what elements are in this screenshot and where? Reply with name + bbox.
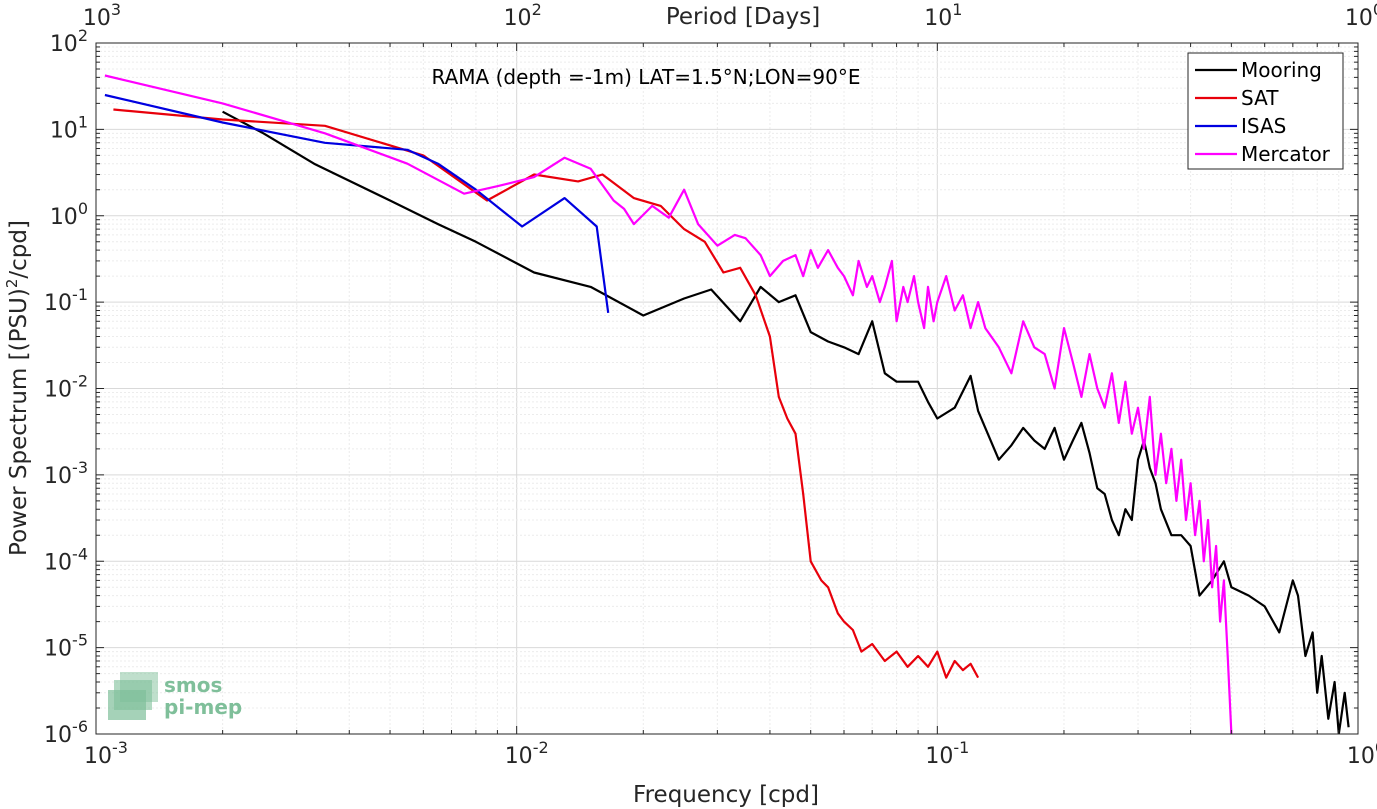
series-layer [104,74,1350,734]
x2-tick-label-base: 10 [1345,6,1373,31]
x-axis-label: Frequency [cpd] [633,782,819,808]
y-tick-label: 100 [50,199,88,230]
y-tick-label-base: 10 [44,637,72,662]
x-tick-label: 10-1 [925,738,969,769]
y-tick-label-exp: 2 [78,26,88,45]
x2-tick-label-base: 10 [924,6,952,31]
y-tick-label-exp: -5 [72,631,88,650]
y-axis-label-sup: 2 [3,279,21,289]
smos-pimep-logo: smos pi-mep [108,672,242,720]
y-tick-label-exp: 1 [78,112,88,131]
y-tick-label-base: 10 [44,291,72,316]
x2-tick-label-exp: 0 [1373,0,1377,19]
x-tick-label-base: 10 [1347,744,1375,769]
y-tick-label-base: 10 [50,205,78,230]
y-tick-label-exp: 0 [78,199,88,218]
legend-label-sat: SAT [1241,86,1279,110]
chart-title: RAMA (depth =-1m) LAT=1.5°N;LON=90°E [432,65,861,89]
legend-label-mercator: Mercator [1241,142,1331,166]
y-tick-label-base: 10 [50,118,78,143]
x2-tick-label: 102 [504,0,542,31]
x-tick-label: 100 [1347,738,1377,769]
y-tick-label-exp: -4 [72,544,88,563]
x-tick-label-base: 10 [925,744,953,769]
y-axis-label-main: Power Spectrum [(PSU) [6,288,32,556]
logo-text-line1: smos [164,673,222,697]
y-tick-label: 10-6 [44,717,88,748]
y-tick-label-base: 10 [44,550,72,575]
y-tick-label: 101 [50,112,88,143]
x2-tick-label: 100 [1345,0,1377,31]
y-tick-label-exp: -3 [72,458,88,477]
tick-labels: 10-310-210-110010310210110010210110010-1… [44,0,1377,769]
x2-tick-label-base: 10 [504,6,532,31]
x2-tick-label-base: 10 [83,6,111,31]
x-tick-label: 10-3 [84,738,128,769]
logo-mark-front [108,690,146,720]
x-tick-label-base: 10 [505,744,533,769]
legend: Mooring SAT ISAS Mercator [1187,52,1344,170]
y-tick-label: 10-3 [44,458,88,489]
x2-tick-label-exp: 2 [532,0,542,19]
y-tick-label: 102 [50,26,88,57]
x-tick-label: 10-2 [505,738,549,769]
x-tick-label-exp: 0 [1375,738,1377,757]
x-tick-label-exp: -3 [112,738,128,757]
x2-axis-label: Period [Days] [666,4,820,30]
legend-box [1187,52,1344,170]
x-tick-label-base: 10 [84,744,112,769]
y-axis-label: Power Spectrum [(PSU)2/cpd] [3,220,32,556]
logo-text-line2: pi-mep [164,695,242,719]
x-tick-label-exp: -1 [953,738,969,757]
x2-tick-label: 101 [924,0,962,31]
y-tick-label-exp: -1 [72,285,88,304]
axis-ticks [95,42,1359,735]
y-tick-label: 10-1 [44,285,88,316]
grid [95,43,1358,735]
legend-label-mooring: Mooring [1241,58,1322,82]
x-tick-label-exp: -2 [533,738,549,757]
y-tick-label: 10-5 [44,631,88,662]
x2-tick-label-exp: 1 [952,0,962,19]
legend-label-isas: ISAS [1241,114,1286,138]
y-tick-label-base: 10 [50,32,78,57]
y-tick-label-base: 10 [44,464,72,489]
y-tick-label-base: 10 [44,378,72,403]
y-tick-label-exp: -6 [72,717,88,736]
y-tick-label-exp: -2 [72,372,88,391]
x2-tick-label-exp: 3 [111,0,121,19]
series-line-mercator [104,74,1233,734]
series-line-isas [104,93,610,314]
series-line-mooring [222,110,1350,734]
y-tick-label: 10-2 [44,372,88,403]
y-tick-label: 10-4 [44,544,88,575]
series-line-sat [113,108,980,679]
y-axis-label-tail: /cpd] [6,220,32,279]
x2-tick-label: 103 [83,0,121,31]
y-tick-label-base: 10 [44,723,72,748]
